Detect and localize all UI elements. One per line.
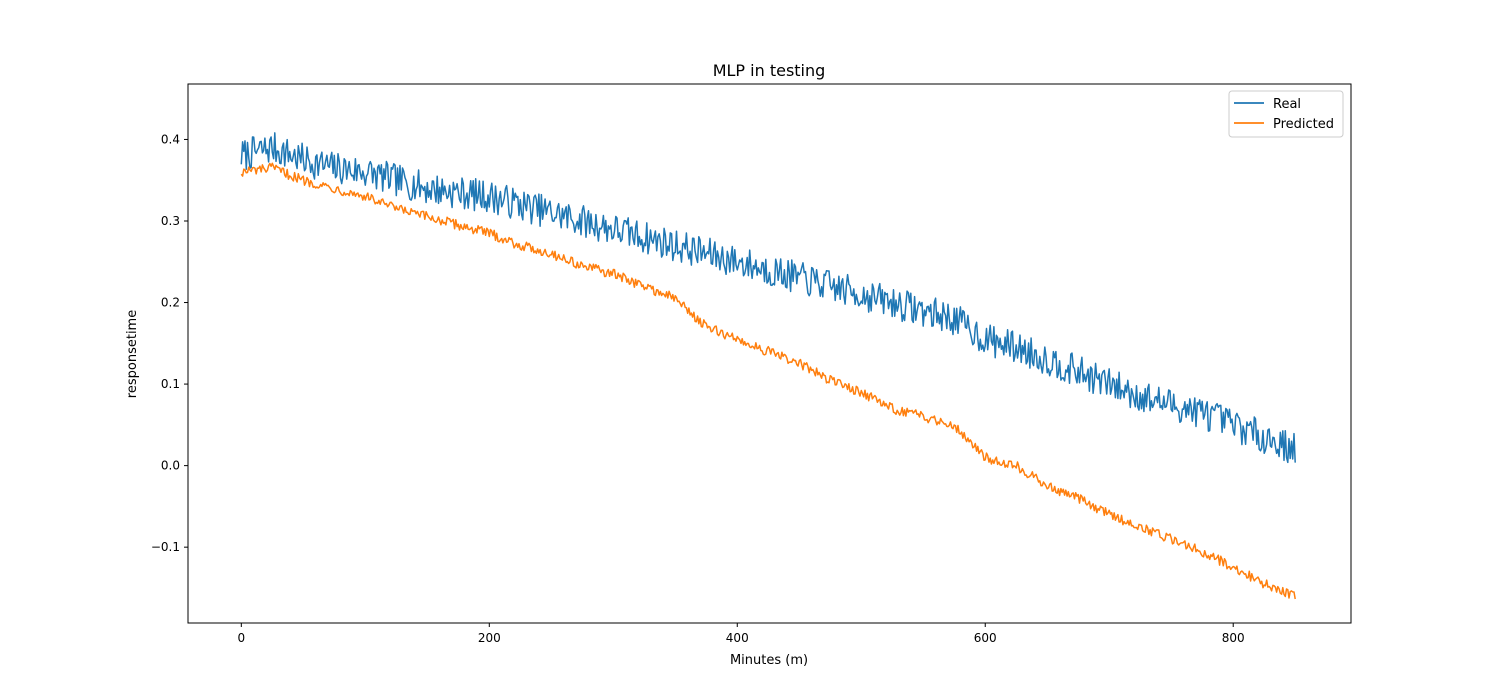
legend-label: Real <box>1273 97 1301 112</box>
plot-frame <box>187 83 1352 624</box>
series-line-predicted <box>240 162 1296 600</box>
y-axis: −0.1 0.0 0.1 0.2 0.3 0.4 <box>151 132 188 554</box>
legend-label: Predicted <box>1273 117 1334 132</box>
x-tick-label: 200 <box>478 631 501 645</box>
x-tick-label: 0 <box>237 631 245 645</box>
x-tick-label: 400 <box>726 631 749 645</box>
y-tick-label: 0.4 <box>161 132 180 146</box>
x-tick-label: 600 <box>974 631 997 645</box>
x-axis: 0 200 400 600 800 <box>237 623 1245 645</box>
plot-area <box>240 132 1296 600</box>
y-axis-title: responsetime <box>125 310 140 398</box>
y-tick-label: 0.0 <box>161 459 180 473</box>
series-line-real <box>240 132 1296 464</box>
y-tick-label: 0.2 <box>161 296 180 310</box>
y-tick-label: 0.1 <box>161 377 180 391</box>
x-tick-label: 800 <box>1222 631 1245 645</box>
x-axis-title: Minutes (m) <box>730 653 808 668</box>
y-tick-label: −0.1 <box>151 540 180 554</box>
y-tick-label: 0.3 <box>161 214 180 228</box>
chart-title: MLP in testing <box>713 61 826 80</box>
legend: Real Predicted <box>1228 90 1344 138</box>
